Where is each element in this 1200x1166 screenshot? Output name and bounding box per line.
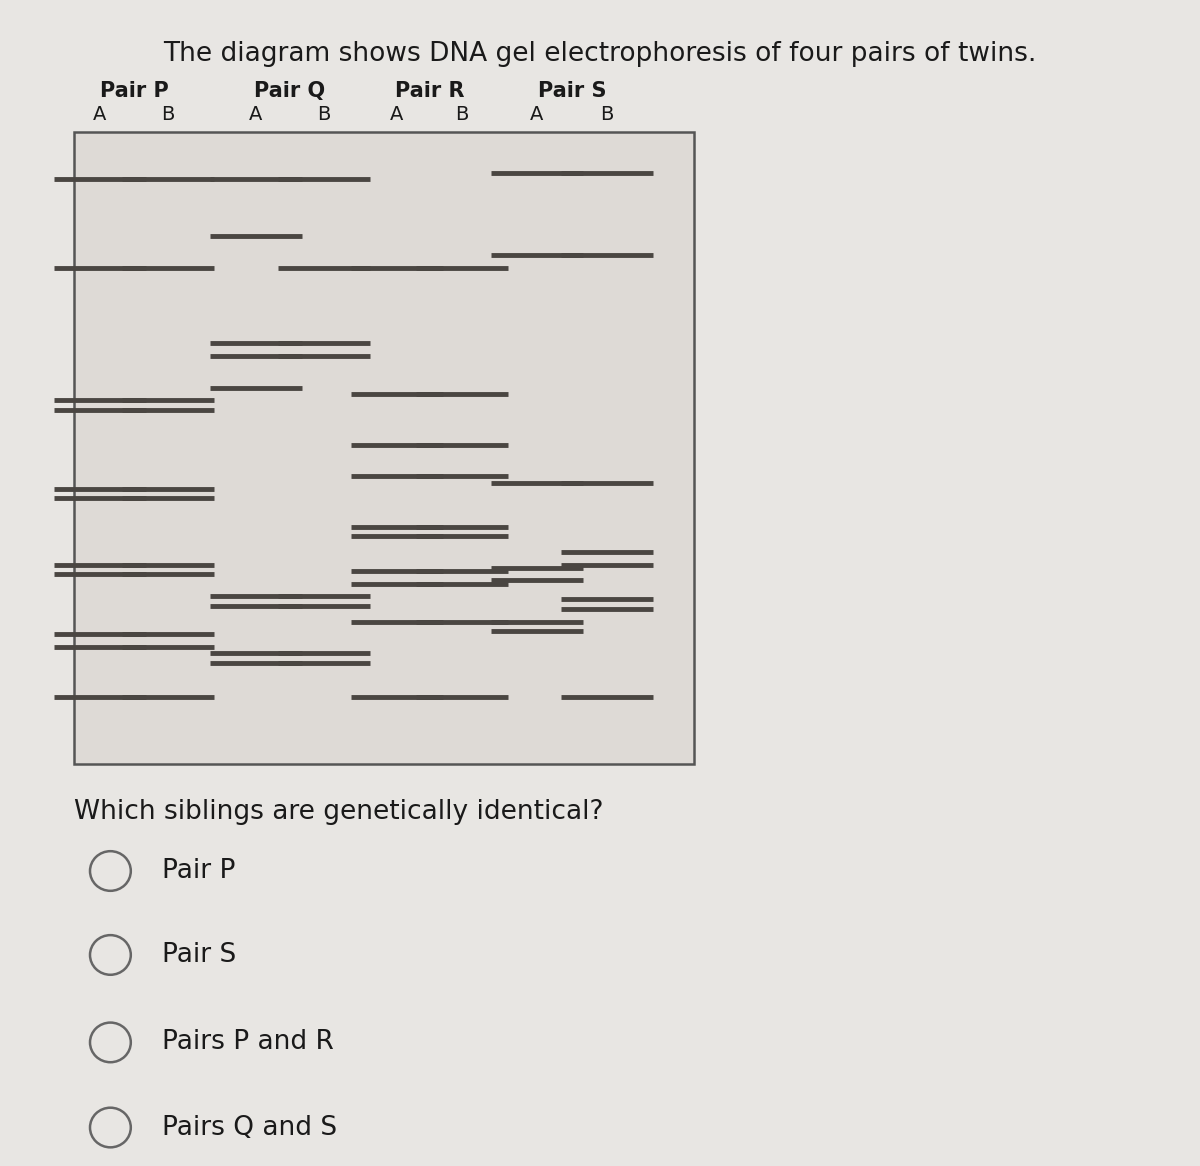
Text: A: A <box>530 105 544 124</box>
Text: Pair P: Pair P <box>100 80 168 101</box>
Text: A: A <box>390 105 403 124</box>
Text: B: B <box>455 105 469 124</box>
Text: Pairs P and R: Pairs P and R <box>162 1030 334 1055</box>
Text: B: B <box>600 105 613 124</box>
Text: Pair R: Pair R <box>395 80 464 101</box>
Text: Which siblings are genetically identical?: Which siblings are genetically identical… <box>74 799 604 824</box>
Text: B: B <box>161 105 175 124</box>
Text: A: A <box>250 105 263 124</box>
Text: The diagram shows DNA gel electrophoresis of four pairs of twins.: The diagram shows DNA gel electrophoresi… <box>163 41 1037 66</box>
Text: Pair Q: Pair Q <box>254 80 325 101</box>
Text: Pair P: Pair P <box>162 858 235 884</box>
Text: Pair S: Pair S <box>162 942 236 968</box>
Text: A: A <box>94 105 107 124</box>
Text: Pair S: Pair S <box>538 80 606 101</box>
Text: B: B <box>317 105 331 124</box>
Text: Pairs Q and S: Pairs Q and S <box>162 1115 337 1140</box>
FancyBboxPatch shape <box>74 132 694 764</box>
